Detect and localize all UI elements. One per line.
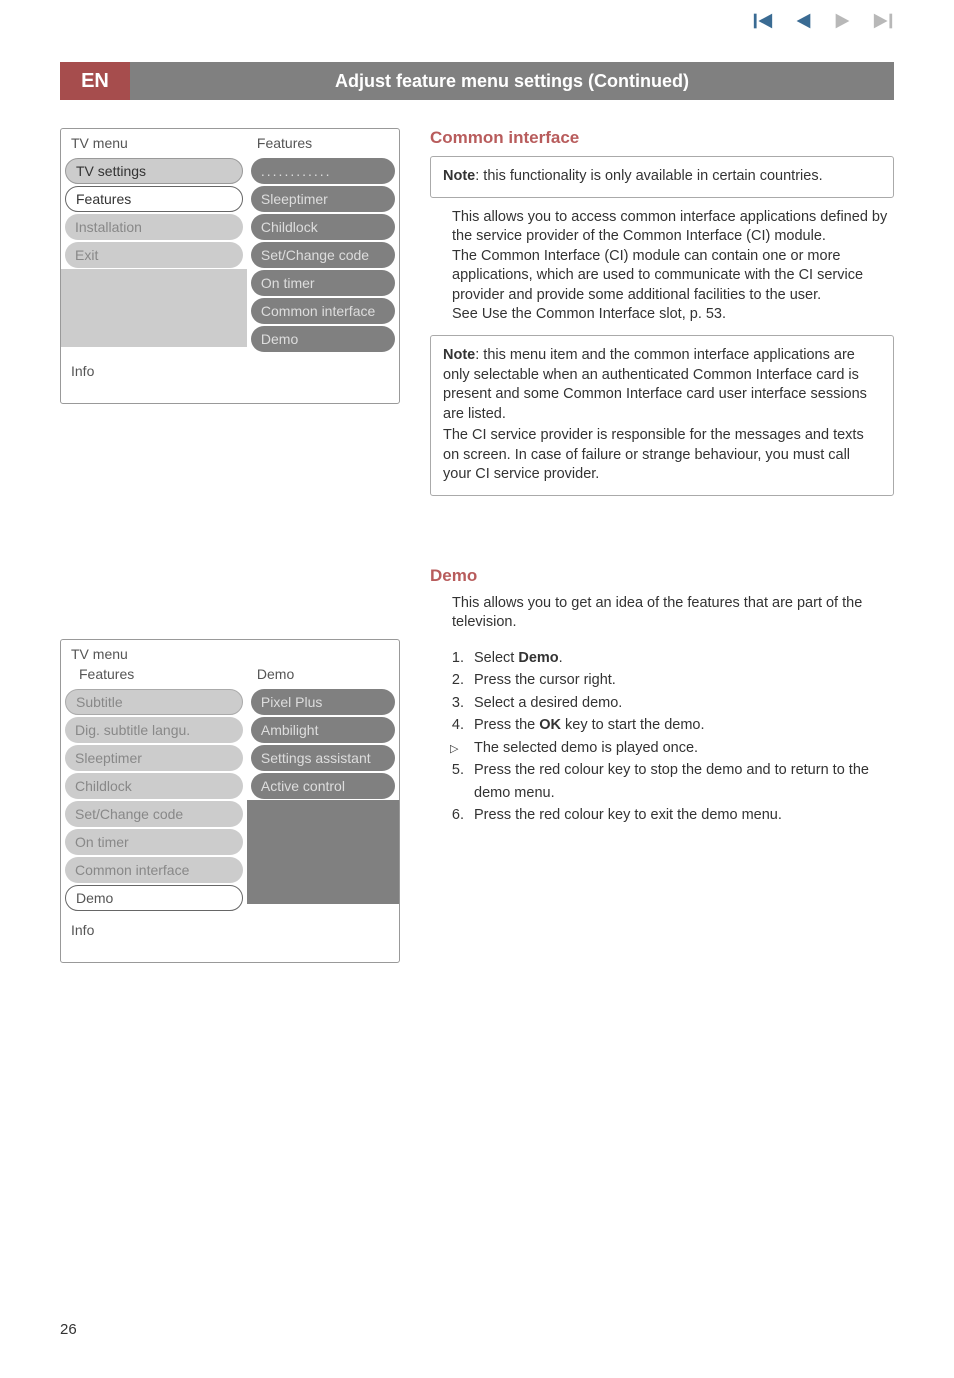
- menu1-left-2[interactable]: Installation: [65, 214, 243, 240]
- menu2-left-2[interactable]: Sleeptimer: [65, 745, 243, 771]
- last-icon[interactable]: [872, 10, 894, 37]
- menu1-right-4[interactable]: On timer: [251, 270, 395, 296]
- menu2-info: Info: [61, 912, 399, 962]
- menu2-head-right: Demo: [247, 664, 399, 688]
- note1-text: : this functionality is only available i…: [475, 168, 822, 184]
- menu1-right-1[interactable]: Sleeptimer: [251, 186, 395, 212]
- first-icon[interactable]: [752, 10, 774, 37]
- menu2-left-3[interactable]: Childlock: [65, 773, 243, 799]
- lang-badge: EN: [60, 62, 130, 100]
- common-interface-title: Common interface: [430, 128, 894, 148]
- menu2-left-5[interactable]: On timer: [65, 829, 243, 855]
- demo-intro: This allows you to get an idea of the fe…: [430, 594, 894, 633]
- next-icon[interactable]: [832, 10, 854, 37]
- menu1-right-5[interactable]: Common interface: [251, 298, 395, 324]
- menu1-right-0[interactable]: ............: [251, 158, 395, 184]
- menu2-right-5: [247, 826, 399, 852]
- menu2-left-6[interactable]: Common interface: [65, 857, 243, 883]
- page-number: 26: [60, 1321, 77, 1338]
- step-4: Press the OK key to start the demo.: [468, 714, 894, 736]
- menu2-right-3[interactable]: Active control: [251, 773, 395, 799]
- menu2-left-4[interactable]: Set/Change code: [65, 801, 243, 827]
- step-sub: The selected demo is played once.: [468, 737, 894, 759]
- note2-text1: : this menu item and the common interfac…: [443, 347, 867, 422]
- menu2-left-0[interactable]: Subtitle: [65, 689, 243, 715]
- menu1-head-left: TV menu: [61, 129, 247, 157]
- menu1-right-2[interactable]: Childlock: [251, 214, 395, 240]
- menu1-left-6: [61, 321, 247, 347]
- note-box-1: Note: this functionality is only availab…: [430, 156, 894, 198]
- menu1-left-0[interactable]: TV settings: [65, 158, 243, 184]
- step-3: Select a desired demo.: [468, 692, 894, 714]
- menu1-head-right: Features: [247, 129, 399, 157]
- features-menu: TV menu Features TV settings Features In…: [60, 128, 400, 404]
- step-6: Press the red colour key to exit the dem…: [468, 804, 894, 826]
- menu2-head-right-blank: [247, 640, 399, 664]
- page-title: Adjust feature menu settings (Continued): [130, 62, 894, 100]
- demo-menu: TV menu Features Demo Subtitle Dig. subt…: [60, 639, 400, 963]
- nav-icons: [752, 10, 894, 37]
- menu1-left-1[interactable]: Features: [65, 186, 243, 212]
- note-box-2: Note: this menu item and the common inte…: [430, 335, 894, 496]
- note2-text2: The CI service provider is responsible f…: [443, 426, 881, 485]
- menu1-left-3[interactable]: Exit: [65, 242, 243, 268]
- menu2-left-1[interactable]: Dig. subtitle langu.: [65, 717, 243, 743]
- ci-para3: See Use the Common Interface slot, p. 53…: [452, 305, 892, 325]
- menu2-right-1[interactable]: Ambilight: [251, 717, 395, 743]
- ci-para2: The Common Interface (CI) module can con…: [452, 247, 892, 306]
- step-1: Select Demo.: [468, 647, 894, 669]
- menu1-left-4: [61, 269, 247, 295]
- step-2: Press the cursor right.: [468, 669, 894, 691]
- menu1-right-3[interactable]: Set/Change code: [251, 242, 395, 268]
- menu2-subhead-left: Features: [61, 664, 247, 688]
- menu2-right-6: [247, 852, 399, 878]
- header-row: EN Adjust feature menu settings (Continu…: [60, 62, 894, 100]
- menu2-left-7[interactable]: Demo: [65, 885, 243, 911]
- menu2-right-7: [247, 878, 399, 904]
- menu2-right-2[interactable]: Settings assistant: [251, 745, 395, 771]
- menu2-head-left: TV menu: [61, 640, 247, 664]
- demo-steps: Select Demo. Press the cursor right. Sel…: [430, 647, 894, 827]
- prev-icon[interactable]: [792, 10, 814, 37]
- menu2-right-4: [247, 800, 399, 826]
- demo-title: Demo: [430, 566, 894, 586]
- step-5: Press the red colour key to stop the dem…: [468, 759, 894, 804]
- note1-label: Note: [443, 168, 475, 184]
- menu1-info: Info: [61, 353, 399, 403]
- menu1-right-6[interactable]: Demo: [251, 326, 395, 352]
- ci-para-block: This allows you to access common interfa…: [430, 208, 894, 325]
- menu1-left-5: [61, 295, 247, 321]
- note2-label: Note: [443, 347, 475, 363]
- menu2-right-0[interactable]: Pixel Plus: [251, 689, 395, 715]
- ci-para1: This allows you to access common interfa…: [452, 208, 892, 247]
